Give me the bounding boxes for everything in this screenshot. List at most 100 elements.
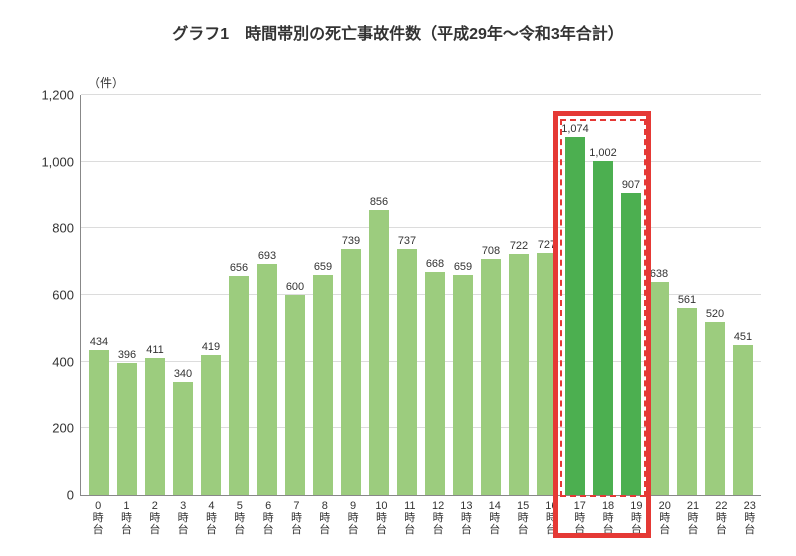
bar-column: 659 <box>449 95 477 495</box>
bar-value-label: 411 <box>146 344 164 356</box>
y-tick-label: 800 <box>52 221 74 236</box>
bar-value-label: 434 <box>90 336 108 348</box>
bar-column: 656 <box>225 95 253 495</box>
bar <box>453 275 473 495</box>
bar-value-label: 668 <box>426 258 444 270</box>
x-tick-label: 10時台 <box>367 496 395 536</box>
x-tick-label: 21時台 <box>679 496 707 536</box>
plot-area: 434 396 411 340 419 656 693 600 659 739 856 737 668 6… <box>80 95 761 496</box>
bar-column: 520 <box>701 95 729 495</box>
y-tick-label: 0 <box>67 488 74 503</box>
bar-column: 856 <box>365 95 393 495</box>
bar-column: 340 <box>169 95 197 495</box>
bar-value-label: 561 <box>678 294 696 306</box>
bar-column: 1,002 <box>589 95 617 495</box>
bar-column: 396 <box>113 95 141 495</box>
bar-value-label: 659 <box>454 261 472 273</box>
bar-column: 693 <box>253 95 281 495</box>
bar-value-label: 396 <box>118 349 136 361</box>
bar <box>313 275 333 495</box>
plot-row: 02004006008001,0001,200 4343964113404196… <box>20 95 776 496</box>
bar <box>481 259 501 495</box>
x-tick-label: 7時台 <box>282 496 310 536</box>
bar <box>509 254 529 495</box>
bar-value-label: 600 <box>286 281 304 293</box>
x-tick-label: 15時台 <box>509 496 537 536</box>
x-tick-label: 9時台 <box>339 496 367 536</box>
bar-column: 600 <box>281 95 309 495</box>
x-tick-label: 11時台 <box>396 496 424 536</box>
bar-column: 419 <box>197 95 225 495</box>
x-tick-label: 5時台 <box>226 496 254 536</box>
y-tick-label: 1,200 <box>41 88 74 103</box>
x-tick-label: 4時台 <box>197 496 225 536</box>
bar <box>173 382 193 495</box>
bar <box>257 264 277 495</box>
bar-column: 659 <box>309 95 337 495</box>
bar-value-label: 638 <box>650 268 668 280</box>
bar <box>677 308 697 495</box>
x-tick-label: 18時台 <box>594 496 622 536</box>
bar <box>117 363 137 495</box>
bar-column: 907 <box>617 95 645 495</box>
bar-value-label: 520 <box>706 308 724 320</box>
x-axis: 0時台1時台2時台3時台4時台5時台6時台7時台8時台9時台10時台11時台12… <box>80 496 768 536</box>
x-tick-label: 8時台 <box>311 496 339 536</box>
bar-value-label: 451 <box>734 331 752 343</box>
bar-column: 561 <box>673 95 701 495</box>
bar <box>565 137 585 495</box>
x-tick-label: 3時台 <box>169 496 197 536</box>
chart-container: グラフ1 時間帯別の死亡事故件数（平成29年～令和3年合計） （件） 02004… <box>20 20 776 536</box>
bar-value-label: 419 <box>202 341 220 353</box>
bar-value-label: 1,002 <box>589 147 617 159</box>
bar <box>229 276 249 495</box>
bar-column: 722 <box>505 95 533 495</box>
x-tick-label: 16時台 <box>537 496 565 536</box>
bar-value-label: 737 <box>398 235 416 247</box>
bar-value-label: 708 <box>482 245 500 257</box>
y-tick-label: 600 <box>52 288 74 303</box>
bar-value-label: 693 <box>258 250 276 262</box>
bar <box>145 358 165 495</box>
y-tick-label: 1,000 <box>41 154 74 169</box>
bar <box>733 345 753 495</box>
bar <box>89 350 109 495</box>
bar-value-label: 856 <box>370 196 388 208</box>
bar-value-label: 722 <box>510 240 528 252</box>
x-tick-label: 19時台 <box>622 496 650 536</box>
bar-value-label: 340 <box>174 368 192 380</box>
bar <box>537 253 557 495</box>
x-tick-label: 22時台 <box>707 496 735 536</box>
x-tick-label: 23時台 <box>736 496 764 536</box>
bar-column: 668 <box>421 95 449 495</box>
x-tick-label: 2時台 <box>141 496 169 536</box>
bar-value-label: 907 <box>622 179 640 191</box>
x-tick-label: 12時台 <box>424 496 452 536</box>
bar <box>201 355 221 495</box>
bar-value-label: 659 <box>314 261 332 273</box>
y-axis: 02004006008001,0001,200 <box>20 95 80 495</box>
bar-value-label: 656 <box>230 262 248 274</box>
bar <box>705 322 725 495</box>
x-tick-label: 14時台 <box>481 496 509 536</box>
x-tick-label: 1時台 <box>112 496 140 536</box>
bar-value-label: 727 <box>538 239 556 251</box>
bar-column: 434 <box>85 95 113 495</box>
bar-column: 727 <box>533 95 561 495</box>
bar-column: 708 <box>477 95 505 495</box>
bar-value-label: 1,074 <box>561 123 589 135</box>
bar-column: 737 <box>393 95 421 495</box>
bar <box>285 295 305 495</box>
x-tick-label: 17時台 <box>566 496 594 536</box>
bar <box>397 249 417 495</box>
bar-column: 739 <box>337 95 365 495</box>
y-tick-label: 400 <box>52 354 74 369</box>
bars-group: 434 396 411 340 419 656 693 600 659 739 856 737 668 6… <box>81 95 761 495</box>
x-tick-label: 6時台 <box>254 496 282 536</box>
bar <box>341 249 361 495</box>
x-tick-label: 20時台 <box>651 496 679 536</box>
bar <box>425 272 445 495</box>
bar-value-label: 739 <box>342 235 360 247</box>
y-unit-label: （件） <box>88 74 776 91</box>
bar-column: 451 <box>729 95 757 495</box>
